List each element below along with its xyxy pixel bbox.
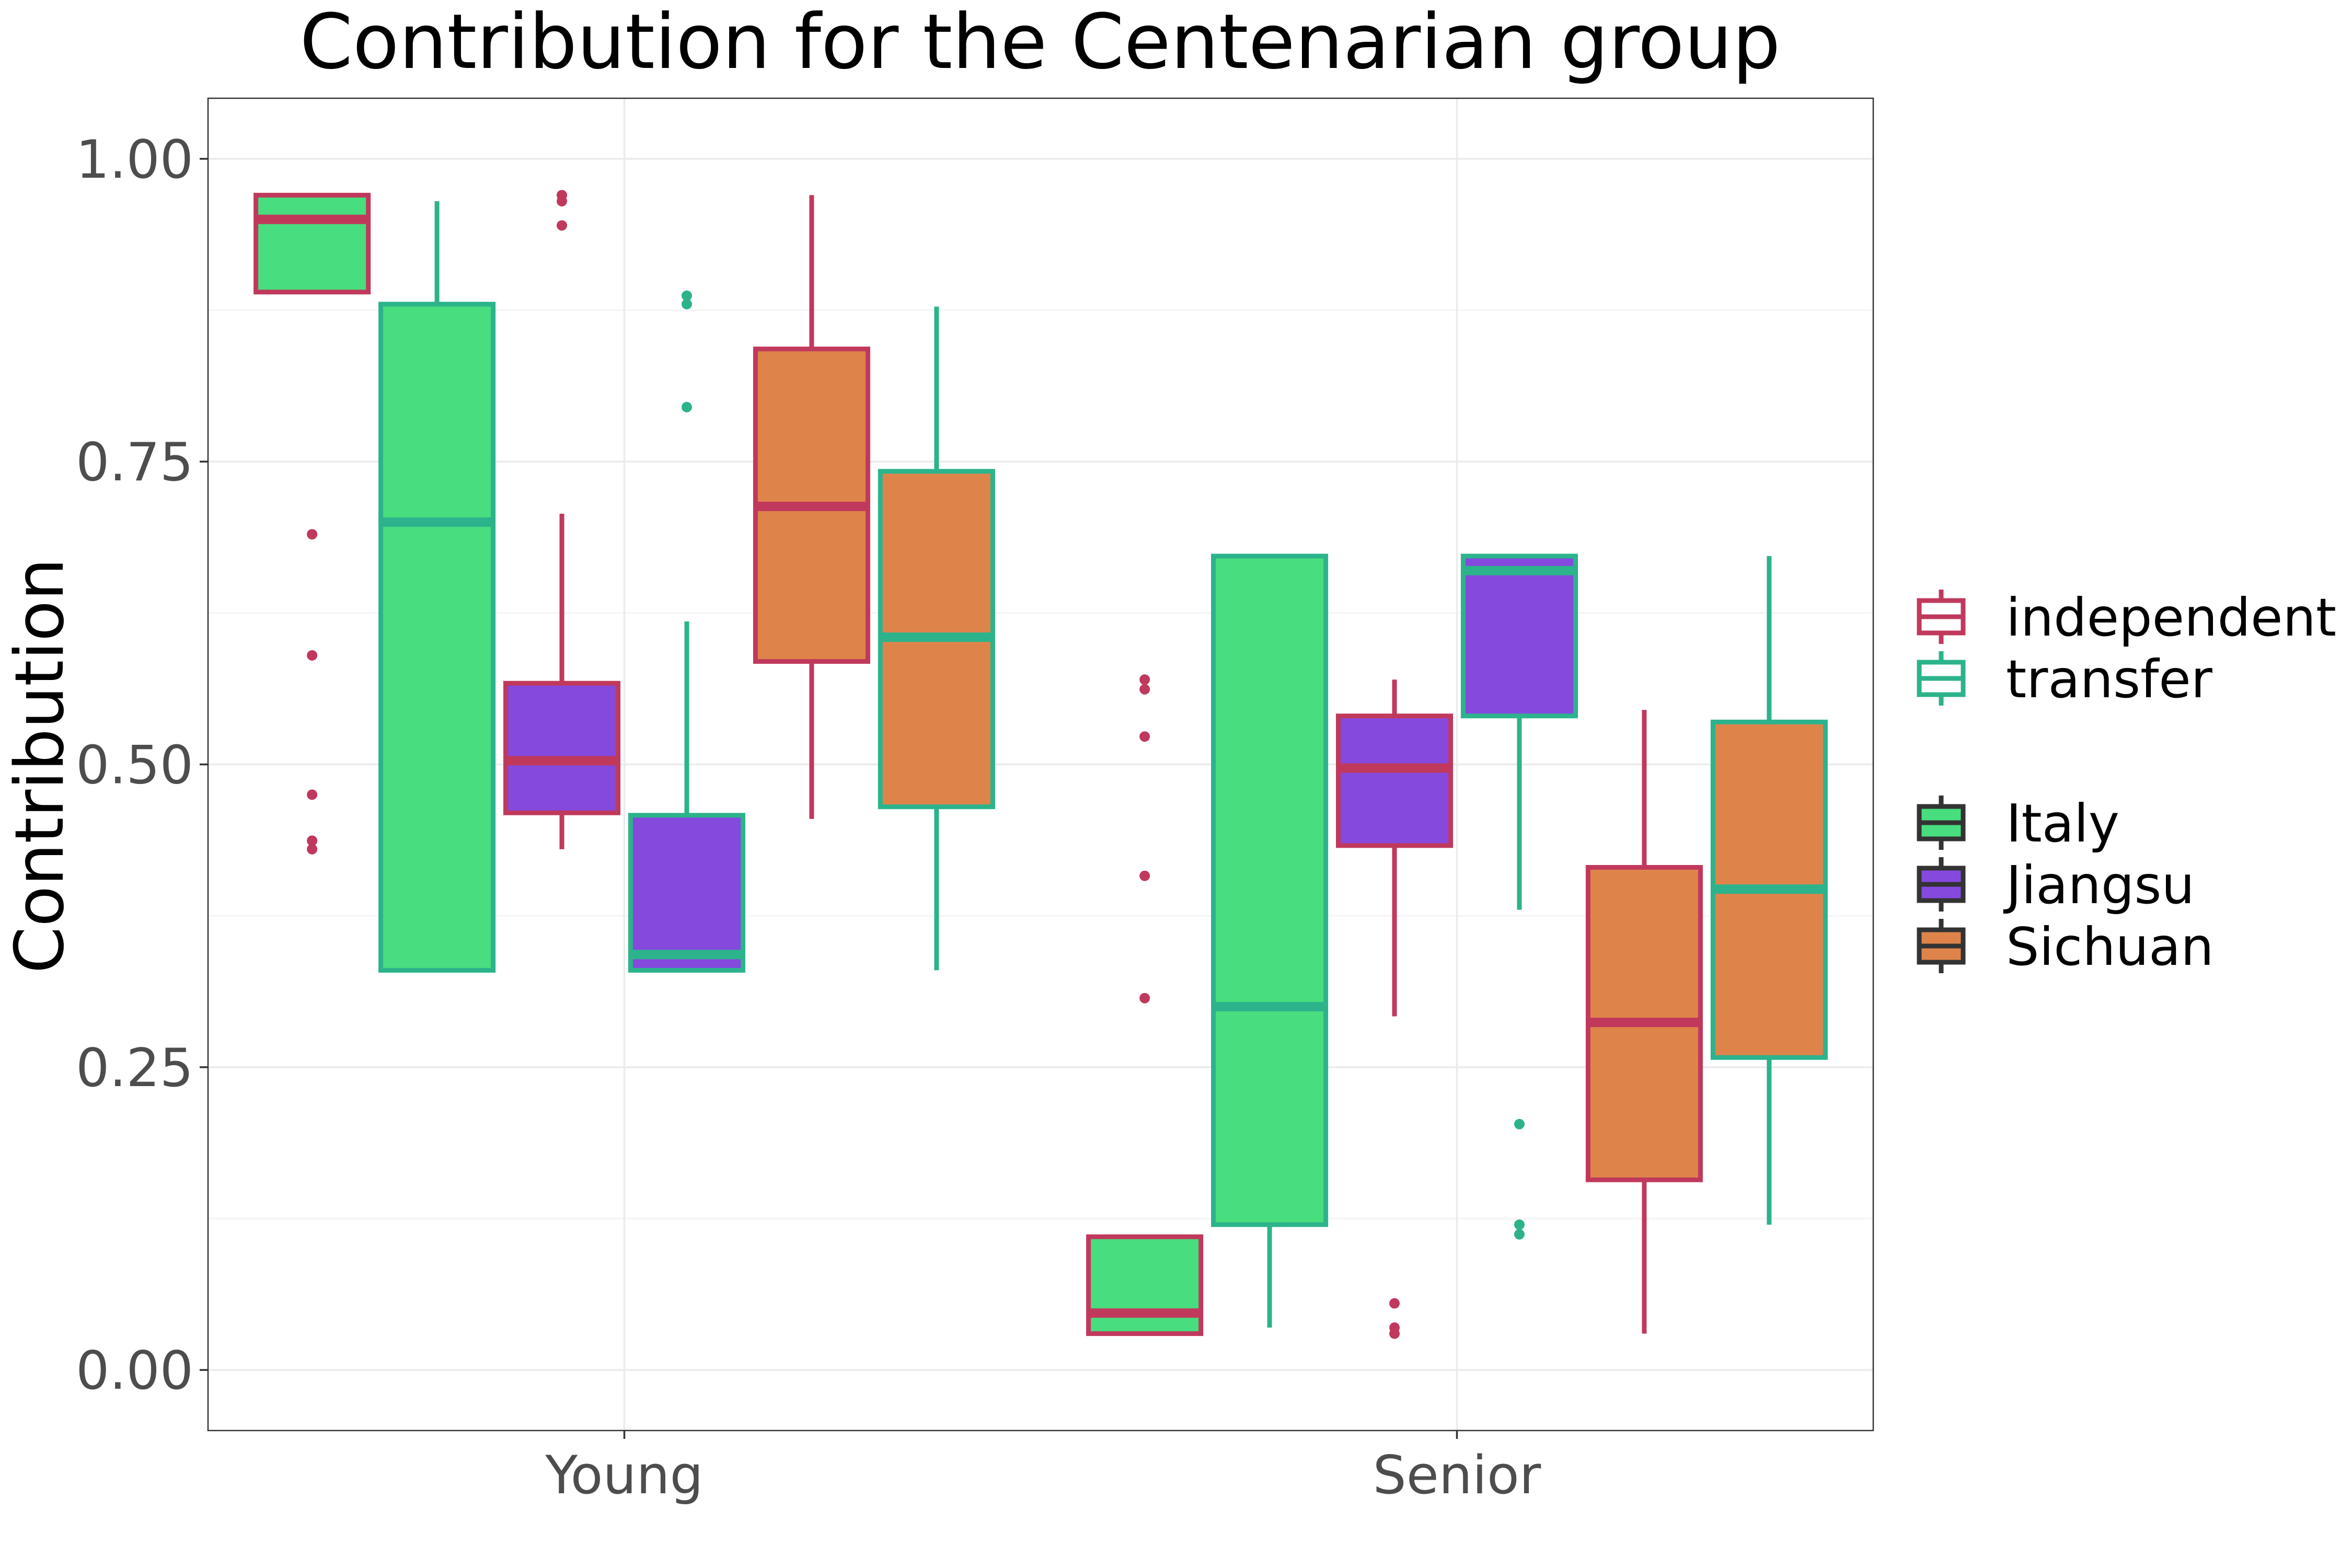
- outlier-point: [1514, 1119, 1525, 1129]
- box-body: [253, 192, 371, 295]
- box-young-jiangsu-transfer: [628, 290, 746, 973]
- box-young-sichuan-independent: [753, 195, 870, 819]
- box-body: [1335, 713, 1454, 848]
- box-senior-jiangsu-independent: [1335, 679, 1454, 1339]
- legend-label-sichuan: Sichuan: [2006, 916, 2214, 977]
- box-senior-sichuan-independent: [1585, 710, 1703, 1334]
- box-body: [628, 813, 746, 973]
- box-young-italy-transfer: [378, 201, 496, 973]
- legend-key-transfer: [1917, 651, 1966, 706]
- x-tick-label: Young: [545, 1444, 703, 1506]
- outlier-point: [1139, 993, 1150, 1004]
- y-tick-label: 0.75: [76, 431, 193, 493]
- box-senior-sichuan-transfer: [1710, 556, 1828, 1225]
- axes: 0.00 0.25 0.50 0.75 1.00 Young Senior: [76, 129, 1541, 1506]
- box-young-italy-independent: [253, 192, 371, 855]
- outlier-point: [307, 789, 318, 800]
- box-body: [378, 302, 496, 973]
- box-body: [503, 681, 621, 815]
- box-young-sichuan-transfer: [878, 306, 995, 971]
- outlier-point: [307, 529, 318, 540]
- outlier-point: [681, 401, 692, 412]
- box-senior-italy-independent: [1086, 674, 1204, 1336]
- box-senior-jiangsu-transfer: [1460, 554, 1578, 1240]
- outlier-point: [1139, 731, 1150, 742]
- outlier-point: [681, 298, 692, 309]
- outlier-point: [1514, 1219, 1525, 1230]
- y-tick-label: 0.25: [76, 1037, 193, 1099]
- box-plots: [253, 190, 1828, 1339]
- outlier-point: [307, 844, 318, 855]
- outlier-point: [1139, 674, 1150, 685]
- chart-title: Contribution for the Centenarian group: [300, 0, 1781, 86]
- outlier-point: [307, 835, 318, 846]
- box-body: [1211, 554, 1329, 1227]
- box-senior-italy-transfer: [1211, 554, 1329, 1328]
- legend-key-independent: [1917, 590, 1966, 644]
- outlier-point: [1389, 1298, 1400, 1309]
- legend-label-jiangsu: Jiangsu: [2003, 855, 2195, 916]
- legend-key-italy: [1917, 795, 1966, 850]
- y-tick-label: 0.00: [76, 1340, 193, 1401]
- legend-label-independent: independent: [2006, 587, 2336, 648]
- x-tick-label: Senior: [1373, 1444, 1541, 1506]
- outlier-point: [1139, 684, 1150, 695]
- y-tick-label: 0.50: [76, 734, 193, 796]
- legend-key-jiangsu: [1917, 857, 1966, 912]
- box-body: [1460, 554, 1578, 719]
- outlier-point: [1514, 1229, 1525, 1240]
- outlier-point: [1389, 1328, 1400, 1339]
- legend-label-transfer: transfer: [2006, 649, 2213, 710]
- legend-label-italy: Italy: [2006, 793, 2119, 854]
- box-body: [1086, 1234, 1204, 1336]
- outlier-point: [557, 220, 568, 231]
- outlier-point: [1139, 870, 1150, 881]
- y-axis-title: Contribution: [1, 558, 79, 974]
- legend-key-sichuan: [1917, 919, 1966, 973]
- box-young-jiangsu-independent: [503, 190, 621, 849]
- y-tick-label: 1.00: [76, 129, 193, 190]
- outlier-point: [307, 650, 318, 661]
- outlier-point: [681, 290, 692, 301]
- outlier-point: [557, 195, 568, 206]
